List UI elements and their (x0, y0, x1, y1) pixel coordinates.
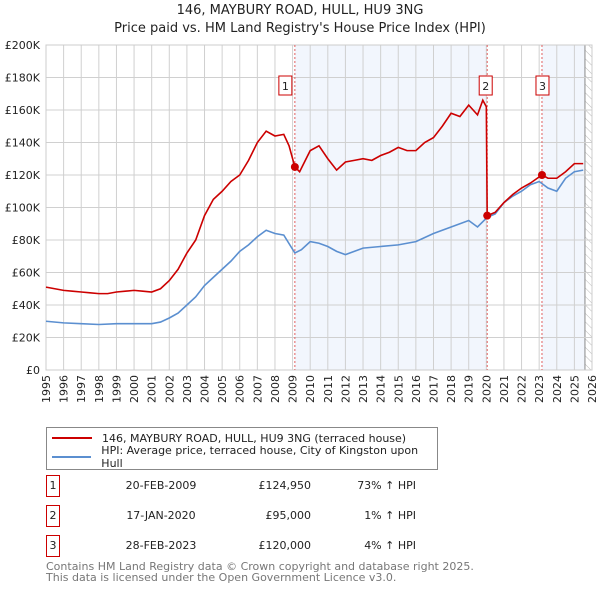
footer-line: This data is licensed under the Open Gov… (46, 571, 397, 584)
sale-marker-label: 2 (46, 505, 60, 527)
sale-price: £124,950 (258, 479, 312, 492)
legend: 146, MAYBURY ROAD, HULL, HU9 3NG (terrac… (46, 427, 438, 470)
sale-marker-label: 3 (539, 80, 546, 93)
plot-area: 1995 1996 1997 1998 1999 2000 2001 2002 2003 2004… (5, 39, 599, 403)
sale-marker-box (535, 75, 550, 96)
sale-marker-box (278, 75, 293, 96)
x-tick-label: 2022 (516, 375, 529, 403)
sale-marker-label: 3 (46, 535, 60, 557)
x-tick-label: 2016 (410, 375, 423, 403)
x-tick-label: 2004 (199, 375, 212, 403)
sale-hpi: 1% ↑ HPI (364, 509, 416, 522)
x-tick-label: 2020 (480, 375, 493, 403)
y-tick-label: £60K (12, 267, 41, 280)
legend-swatch-red (52, 437, 92, 439)
hpi-line (45, 169, 584, 326)
x-tick-label: 2000 (128, 375, 141, 403)
x-tick-label: 2011 (322, 375, 335, 403)
legend-label: HPI: Average price, terraced house, City… (101, 444, 419, 470)
sale-marker-label: 1 (46, 475, 60, 497)
legend-label: 146, MAYBURY ROAD, HULL, HU9 3NG (terrac… (102, 431, 407, 445)
sale-point (483, 211, 492, 220)
y-tick-label: £0 (26, 364, 40, 377)
legend-swatch-blue (52, 456, 92, 458)
y-tick-label: £40K (12, 299, 41, 312)
x-tick-label: 2024 (551, 375, 564, 403)
sale-point (290, 162, 299, 171)
sale-price: £95,000 (265, 509, 312, 522)
y-tick-label: £180K (5, 72, 41, 85)
x-tick-label: 2010 (304, 375, 317, 403)
chart-subtitle: Price paid vs. HM Land Registry's House … (114, 21, 486, 36)
sale-price: £120,000 (258, 539, 312, 552)
x-tick-label: 2007 (251, 375, 264, 403)
sale-marker-box (478, 75, 493, 96)
x-tick-label: 2009 (287, 375, 300, 403)
x-tick-label: 1998 (93, 375, 106, 403)
chart-title: 146, MAYBURY ROAD, HULL, HU9 3NG (176, 3, 424, 18)
legend-item-property: 146, MAYBURY ROAD, HULL, HU9 3NG (terrac… (52, 430, 406, 446)
x-tick-label: 2001 (146, 375, 159, 403)
x-tick-label: 2003 (181, 375, 194, 403)
y-tick-label: £20K (12, 332, 41, 345)
y-tick-label: £100K (5, 202, 41, 215)
x-tick-label: 2013 (357, 375, 370, 403)
sale-date: 17-JAN-2020 (126, 509, 196, 522)
plot-border (45, 44, 593, 371)
y-tick-label: £200K (5, 39, 41, 52)
x-tick-label: 2018 (445, 375, 458, 403)
sale-row: 2 17-JAN-2020 £95,000 1% ↑ HPI (46, 505, 416, 527)
footer-line: Contains HM Land Registry data © Crown c… (46, 560, 474, 573)
legend-item-hpi: HPI: Average price, terraced house, City… (52, 444, 437, 470)
x-tick-label: 1999 (110, 375, 123, 403)
x-tick-label: 2006 (234, 375, 247, 403)
x-tick-label: 2017 (427, 375, 440, 403)
x-tick-label: 2021 (498, 375, 511, 403)
x-tick-label: 2023 (533, 375, 546, 403)
y-tick-label: £120K (5, 169, 41, 182)
x-tick-label: 2026 (586, 375, 599, 403)
x-tick-label: 2025 (568, 375, 581, 403)
x-tick-label: 2019 (463, 375, 476, 403)
sale-row: 3 28-FEB-2023 £120,000 4% ↑ HPI (46, 535, 416, 557)
y-tick-label: £160K (5, 104, 41, 117)
x-tick-label: 2015 (392, 375, 405, 403)
sale-point (537, 171, 546, 179)
x-tick-label: 1997 (75, 375, 88, 403)
sale-date: 28-FEB-2023 (125, 539, 197, 552)
sale-date: 20-FEB-2009 (125, 479, 197, 492)
y-tick-label: £80K (12, 234, 41, 247)
sale-hpi: 73% ↑ HPI (357, 479, 416, 492)
footer: Contains HM Land Registry data © Crown c… (46, 561, 474, 583)
x-tick-label: 1996 (58, 375, 71, 403)
x-tick-label: 2012 (339, 375, 352, 403)
x-tick-label: 2002 (163, 375, 176, 403)
sale-row: 1 20-FEB-2009 £124,950 73% ↑ HPI (46, 475, 416, 497)
x-tick-label: 2005 (216, 375, 229, 403)
sale-hpi: 4% ↑ HPI (364, 539, 416, 552)
y-tick-label: £140K (5, 137, 41, 150)
x-tick-label: 2008 (269, 375, 282, 403)
x-tick-label: 1995 (40, 375, 53, 403)
sale-marker-label: 2 (482, 80, 489, 93)
sale-marker-label: 1 (282, 80, 289, 93)
x-tick-label: 2014 (375, 375, 388, 403)
